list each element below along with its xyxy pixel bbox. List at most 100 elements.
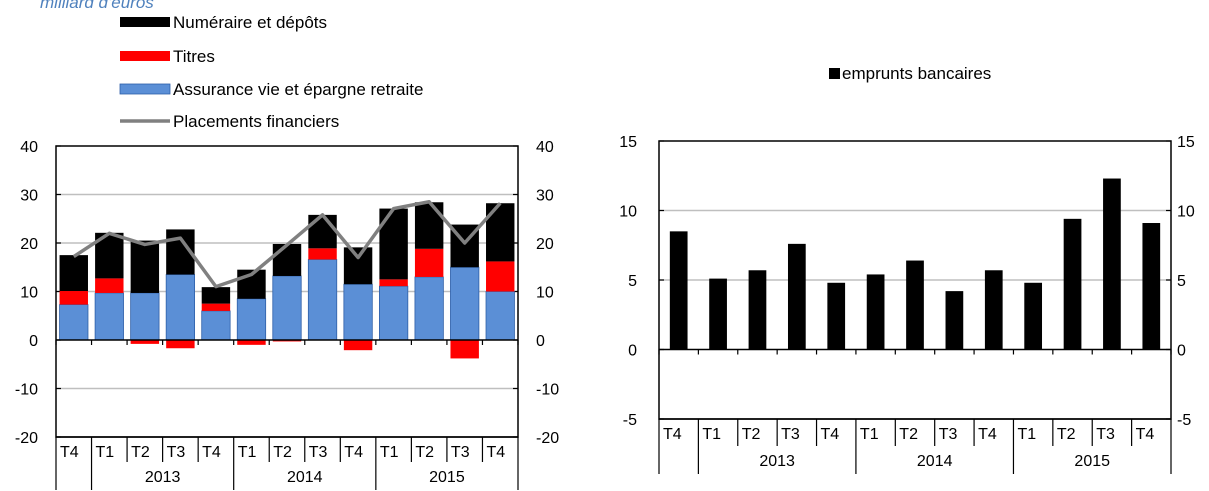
left-chart-ytick-left: 40 (20, 139, 38, 156)
left-chart-bar-segment (236, 298, 267, 341)
left-chart-bar-segment (308, 214, 337, 249)
right-chart-category-label: T4 (978, 426, 997, 443)
left-chart-bar-segment (166, 340, 195, 349)
left-chart-bar-segment (165, 274, 196, 341)
left-chart-ytick-right: 20 (536, 236, 554, 253)
left-chart-ytick-left: 30 (20, 188, 38, 205)
left-chart-bar-segment (414, 276, 444, 341)
right-chart-category-label: T4 (663, 426, 682, 443)
right-chart-bar (984, 270, 1003, 350)
left-chart-ytick-left: 0 (29, 333, 38, 350)
right-chart-bar (709, 278, 727, 350)
left-chart-bar-segment (308, 248, 337, 260)
left-chart-category-label: T3 (309, 444, 328, 461)
right-chart-category-label: T3 (781, 426, 800, 443)
right-chart-bar (866, 274, 885, 350)
right-chart-bar (1142, 223, 1161, 350)
right-chart-year-label: 2014 (917, 453, 953, 470)
left-chart-ytick-left: 10 (20, 285, 38, 302)
left-legend-label: Titres (173, 47, 215, 66)
right-chart-category-label: T3 (1096, 426, 1115, 443)
left-chart-category-label: T2 (273, 444, 292, 461)
right-chart-bar (827, 282, 846, 350)
right-chart-category-label: T1 (702, 426, 721, 443)
left-chart-category-label: T4 (344, 444, 363, 461)
left-chart-bar-segment (201, 287, 231, 304)
left-chart-bar-segment (343, 340, 373, 351)
right-chart-category-label: T4 (821, 426, 840, 443)
left-chart-bar-segment (272, 243, 302, 276)
left-chart-ytick-left: -20 (15, 430, 38, 447)
left-chart-bar-segment (378, 285, 409, 341)
right-chart-category-label: T4 (1136, 426, 1155, 443)
right-chart-category-label: T2 (742, 426, 761, 443)
right-chart-category-label: T3 (939, 426, 958, 443)
left-chart-bar-segment (379, 208, 408, 280)
left-chart-bar-segment (343, 283, 373, 341)
left-chart-bar-segment (414, 202, 444, 249)
left-chart-bar-segment (130, 240, 160, 293)
right-chart-bar (906, 260, 924, 350)
left-chart-bar-segment (379, 279, 408, 287)
right-legend-swatch (829, 68, 840, 79)
left-chart-bar-segment (94, 292, 124, 341)
left-chart-line-series (72, 200, 502, 289)
left-chart-ytick-right: -20 (536, 430, 559, 447)
left-legend-swatch (120, 51, 170, 61)
left-chart-bar-segment (237, 340, 266, 345)
right-chart-category-label: T1 (1017, 426, 1036, 443)
left-chart-year-label: 2015 (429, 469, 465, 486)
left-chart-category-label: T3 (167, 444, 186, 461)
left-chart-ytick-right: 30 (536, 188, 554, 205)
right-chart-bar (1063, 218, 1082, 350)
left-chart-bar-segment (59, 255, 88, 292)
left-chart-bar-segment (201, 310, 231, 341)
right-chart-year-label: 2013 (759, 453, 795, 470)
right-chart-year-label: 2015 (1074, 453, 1110, 470)
right-chart-bar (669, 231, 688, 350)
left-chart-bar-segment (95, 278, 124, 293)
left-chart-category-label: T1 (96, 444, 115, 461)
right-chart-bar (787, 243, 806, 350)
left-chart-category-label: T3 (451, 444, 470, 461)
left-chart-bar-segment (59, 291, 88, 305)
left-chart-category-label: T1 (238, 444, 257, 461)
right-chart-ytick-right: 10 (1177, 204, 1195, 221)
left-chart-bar-segment (130, 292, 160, 341)
left-chart-ytick-right: 40 (536, 139, 554, 156)
right-chart-ytick-left: 5 (628, 273, 637, 290)
left-chart-category-label: T2 (415, 444, 434, 461)
left-chart-bar-segment (486, 261, 515, 292)
right-chart-ytick-left: 0 (628, 343, 637, 360)
left-chart-bar-segment (485, 291, 515, 341)
left-chart-category-label: T2 (131, 444, 150, 461)
right-chart-bar (945, 291, 964, 350)
left-legend-label: Placements financiers (173, 112, 339, 131)
left-chart-ytick-left: 20 (20, 236, 38, 253)
left-legend-swatch (120, 17, 170, 27)
right-legend-label: emprunts bancaires (842, 64, 991, 83)
right-chart-ytick-right: -5 (1177, 412, 1191, 429)
left-chart-year-label: 2014 (287, 469, 323, 486)
left-chart-category-label: T4 (486, 444, 505, 461)
right-chart-category-label: T2 (899, 426, 918, 443)
left-legend-swatch (119, 83, 171, 95)
left-chart-bar-segment (414, 248, 444, 277)
right-chart-ytick-right: 0 (1177, 343, 1186, 360)
right-chart-ytick-left: 10 (619, 204, 637, 221)
top-caption: milliard d'euros (40, 0, 154, 12)
left-chart-bar-segment (450, 266, 480, 341)
right-chart-bar (748, 270, 767, 350)
left-chart-bar-segment (450, 340, 479, 359)
left-chart-bar-segment (343, 247, 373, 285)
left-chart-category-label: T1 (380, 444, 399, 461)
left-chart-category-label: T4 (60, 444, 79, 461)
left-chart-ytick-left: -10 (15, 382, 38, 399)
left-legend-label: Assurance vie et épargne retraite (173, 80, 423, 99)
left-chart-category-label: T4 (202, 444, 221, 461)
right-chart-category-label: T1 (860, 426, 879, 443)
left-chart-ytick-right: 0 (536, 333, 545, 350)
right-chart-bar (1103, 178, 1121, 350)
left-chart-ytick-right: -10 (536, 382, 559, 399)
left-chart-bar-segment (201, 303, 231, 311)
